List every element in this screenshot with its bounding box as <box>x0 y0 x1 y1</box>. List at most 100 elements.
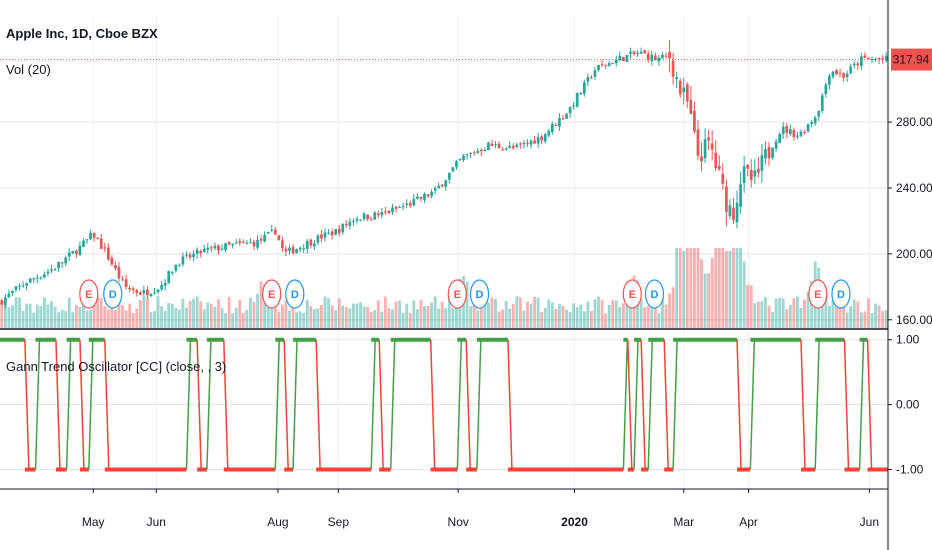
oscillator-transition <box>55 339 61 470</box>
volume-bar <box>82 297 85 328</box>
candle-body <box>497 143 501 149</box>
candle-body <box>103 247 107 249</box>
oscillator-label[interactable]: Gann Trend Oscillator [CC] (close, , 3) <box>6 359 227 374</box>
volume-bar <box>117 298 121 328</box>
candle-body <box>185 254 188 256</box>
event-marker-label: E <box>268 289 275 301</box>
oscillator-series <box>0 337 888 472</box>
volume-bar <box>732 248 735 328</box>
candle-body <box>277 235 281 241</box>
oscillator-tick-label: 0.00 <box>896 398 920 412</box>
volume-bar <box>469 305 473 328</box>
volume-bar <box>25 303 29 328</box>
candle-body <box>202 248 206 252</box>
volume-bar <box>550 302 554 328</box>
candle-body <box>558 118 561 127</box>
candle-body <box>742 166 746 184</box>
oscillator-transition <box>622 339 629 470</box>
candle-body <box>35 277 39 279</box>
candle-body <box>11 290 14 294</box>
candle-body <box>213 245 217 249</box>
candle-body <box>582 82 586 94</box>
candle-body <box>288 247 291 251</box>
volume-bar <box>447 297 451 328</box>
candle-body <box>657 57 661 62</box>
candle-body <box>735 202 739 223</box>
candle-body <box>394 206 398 209</box>
volume-bar <box>362 306 366 328</box>
volume-bar <box>867 298 870 328</box>
candle-body <box>597 65 600 71</box>
earnings-marker[interactable]: E <box>447 279 467 309</box>
grid-lines <box>0 15 888 489</box>
candle-body <box>561 118 565 120</box>
volume-bar <box>291 304 295 328</box>
volume-bar <box>575 307 579 328</box>
candle-body <box>678 80 682 95</box>
volume-bar <box>415 309 419 328</box>
candle-body <box>270 229 274 231</box>
dividend-marker[interactable]: D <box>469 279 490 309</box>
earnings-marker[interactable]: E <box>808 279 828 309</box>
volume-label[interactable]: Vol (20) <box>6 62 51 77</box>
volume-bar <box>724 251 728 328</box>
dividend-marker[interactable]: D <box>103 279 123 309</box>
volume-bar <box>735 248 739 328</box>
volume-bar <box>89 309 92 328</box>
candle-body <box>536 137 540 144</box>
candle-body <box>327 232 330 234</box>
earnings-marker[interactable]: E <box>262 279 282 309</box>
volume-bar <box>497 311 501 328</box>
candle-body <box>92 232 96 238</box>
candle-body <box>732 207 735 220</box>
oscillator-transition <box>185 339 192 470</box>
oscillator-transition <box>315 339 321 470</box>
time-tick-label: Nov <box>448 515 469 529</box>
oscillator-transition <box>465 339 471 470</box>
volume-bar <box>71 312 75 328</box>
volume-bar <box>387 308 391 328</box>
candle-body <box>153 292 156 294</box>
candle-body <box>820 95 824 111</box>
volume-bar <box>799 308 803 328</box>
volume-bar <box>206 302 210 328</box>
dividend-marker[interactable]: D <box>831 279 851 309</box>
candle-body <box>781 126 785 134</box>
volume-bar <box>774 298 778 328</box>
volume-bar <box>380 311 384 328</box>
dividend-marker[interactable]: D <box>285 279 305 309</box>
candle-body <box>881 58 885 60</box>
event-marker-label: D <box>650 289 658 301</box>
candle-body <box>252 241 256 247</box>
volume-bar <box>877 305 881 328</box>
candle-body <box>78 245 82 255</box>
dividend-marker[interactable]: D <box>644 279 665 309</box>
time-tick-label: May <box>82 515 105 529</box>
candle-body <box>440 184 444 187</box>
volume-bar <box>352 303 355 328</box>
earnings-marker[interactable]: E <box>622 279 642 309</box>
volume-bar <box>412 300 416 328</box>
symbol-title[interactable]: Apple Inc, 1D, Cboe BZX <box>6 26 158 41</box>
volume-bar <box>92 301 96 328</box>
candle-body <box>455 161 458 168</box>
candle-body <box>607 63 611 66</box>
volume-bar <box>42 297 46 328</box>
earnings-marker[interactable]: E <box>79 279 99 309</box>
volume-bar <box>153 311 156 328</box>
volume-bar <box>646 306 650 328</box>
volume-bar <box>280 304 284 328</box>
volume-bar <box>383 296 387 328</box>
volume-bar <box>597 296 600 328</box>
oscillator-transition <box>647 339 653 470</box>
volume-bar <box>376 300 380 328</box>
volume-bar <box>593 299 597 328</box>
candle-body <box>28 278 32 283</box>
volume-bar <box>57 312 61 328</box>
oscillator-transition <box>627 339 633 470</box>
time-tick-label: Aug <box>267 515 288 529</box>
volume-bar <box>874 303 877 328</box>
